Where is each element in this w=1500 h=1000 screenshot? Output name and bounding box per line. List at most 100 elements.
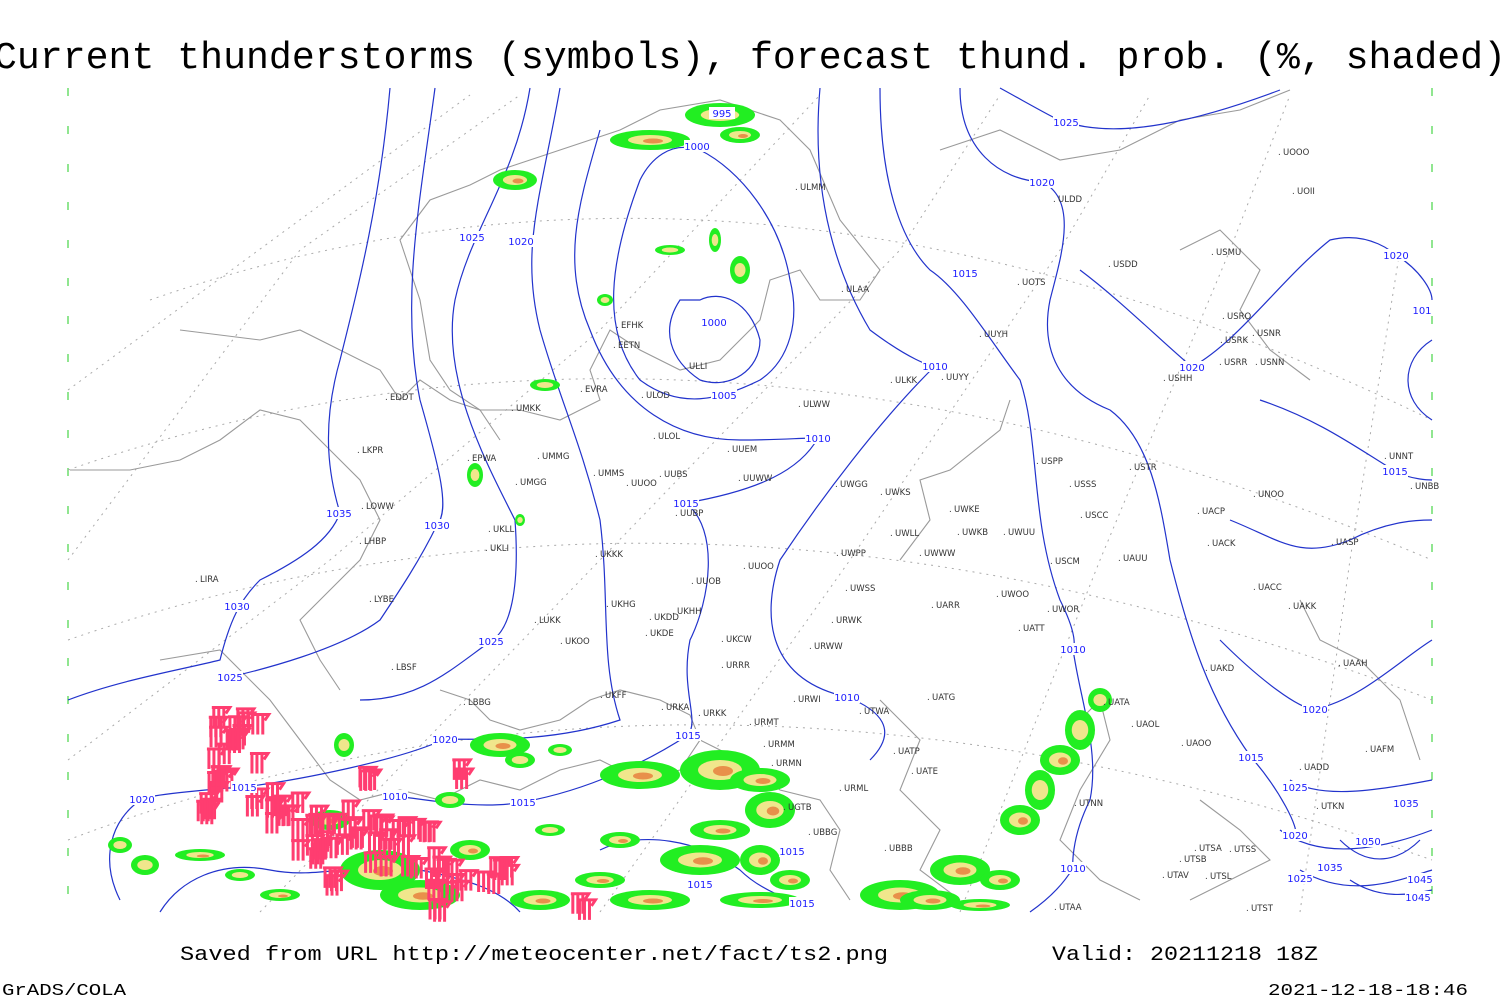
- station-dot: .: [595, 550, 598, 560]
- isobar-label-bg: [326, 507, 352, 519]
- station-label: ULWW: [803, 400, 831, 410]
- storm-symbol: [486, 872, 508, 895]
- isobar-label-bg: [1029, 176, 1055, 188]
- station-label: UADD: [1304, 763, 1330, 773]
- station-dot: .: [795, 183, 798, 193]
- station-label: ULOL: [658, 432, 680, 442]
- isobar-label-bg: [922, 360, 948, 372]
- station-dot: .: [391, 663, 394, 673]
- station-dot: .: [537, 452, 540, 462]
- isobar-label-bg: [1287, 872, 1313, 884]
- station-dot: .: [979, 330, 982, 340]
- isobar-label: 1015: [789, 899, 814, 910]
- station-label: UAOO: [1186, 739, 1212, 749]
- shade-orange: [633, 772, 653, 780]
- shade-orange: [753, 899, 773, 903]
- shade-orange: [373, 866, 393, 876]
- isobar-label-bg: [684, 140, 710, 152]
- station-label: USNR: [1257, 329, 1281, 339]
- isobar-label-bg: [709, 107, 735, 119]
- isobar-label: 1005: [711, 391, 736, 402]
- storm-symbol: [227, 715, 249, 737]
- isobar-label: 1025: [459, 233, 484, 244]
- storm-symbol: [432, 900, 454, 922]
- station-dot: .: [931, 601, 934, 611]
- isobar-label: 1000: [701, 318, 726, 329]
- isobar-label: 1020: [1302, 705, 1327, 716]
- shade-orange: [738, 134, 748, 138]
- thunderstorm-symbols: [196, 706, 599, 922]
- station-dot: .: [1047, 605, 1050, 615]
- storm-symbol: [391, 818, 413, 841]
- station-dot: .: [385, 393, 388, 403]
- station-label: UUYH: [984, 330, 1008, 340]
- isobar-label: 1015: [673, 499, 698, 510]
- station-label: ULOD: [646, 391, 670, 401]
- station-label: USHH: [1168, 374, 1192, 384]
- storm-symbol: [492, 858, 514, 880]
- station-dot: .: [661, 703, 664, 713]
- station-dot: .: [1253, 583, 1256, 593]
- station-dot: .: [721, 661, 724, 671]
- station-dot: .: [836, 549, 839, 559]
- station-label: UUOB: [696, 577, 721, 587]
- isobar-label: 1020: [508, 237, 533, 248]
- isobar-label: 1000: [684, 142, 709, 153]
- shade-orange: [596, 879, 610, 883]
- station-label: UTKN: [1321, 802, 1344, 812]
- station-dot: .: [1054, 903, 1057, 913]
- station-label: UATT: [1023, 624, 1045, 634]
- storm-symbol: [313, 838, 335, 860]
- station-dot: .: [1017, 278, 1020, 288]
- storm-symbol: [363, 851, 385, 873]
- station-label: UNOO: [1258, 490, 1284, 500]
- station-label: UWKE: [954, 505, 980, 515]
- isobar-label: 1035: [326, 509, 351, 520]
- storm-symbol: [374, 813, 396, 836]
- storm-symbol: [396, 834, 418, 856]
- station-dot: .: [783, 803, 786, 813]
- storm-symbol: [444, 858, 466, 881]
- shade-orange: [755, 778, 771, 784]
- isobar-label: 1035: [1317, 863, 1342, 874]
- storm-symbol: [202, 797, 224, 820]
- isobar-label-bg: [382, 790, 408, 802]
- station-label: UUEM: [732, 445, 757, 455]
- storm-symbol: [426, 878, 448, 901]
- shade-yellow: [137, 860, 153, 870]
- isobar-label-bg: [687, 878, 713, 890]
- station-label: URWK: [836, 616, 862, 626]
- isobar-label-bg: [673, 497, 699, 509]
- isobar-label-bg: [1383, 249, 1409, 261]
- station-label: UNNT: [1389, 452, 1414, 462]
- station-label: UASP: [1336, 538, 1359, 548]
- station-label: UWLL: [895, 529, 919, 539]
- station-label: UKHG: [611, 600, 636, 610]
- storm-symbol: [570, 892, 592, 914]
- station-label: USRR: [1224, 358, 1248, 368]
- station-dot: .: [1255, 358, 1258, 368]
- shade-orange: [998, 878, 1008, 884]
- isobar-label-bg: [508, 235, 534, 247]
- shade-yellow: [113, 841, 127, 849]
- station-label: LYBE: [374, 595, 394, 605]
- station-label: UATE: [916, 767, 938, 777]
- isobar-label: 1015: [1382, 467, 1407, 478]
- station-dot: .: [1220, 336, 1223, 346]
- station-label: UWGG: [840, 480, 868, 490]
- station-label: UAUU: [1123, 554, 1147, 564]
- shade-orange: [278, 894, 288, 898]
- shade-orange: [758, 857, 768, 865]
- station-dot: .: [463, 698, 466, 708]
- storm-symbol: [206, 747, 228, 769]
- storm-symbol: [265, 796, 287, 818]
- station-dot: .: [698, 709, 701, 719]
- isobar-label: 1045: [1405, 893, 1430, 904]
- station-dot: .: [1118, 554, 1121, 564]
- storm-symbol: [236, 711, 258, 733]
- station-dot: .: [749, 718, 752, 728]
- station-label: LUKK: [539, 616, 561, 626]
- station-dot: .: [1050, 557, 1053, 567]
- station-label: LIRA: [200, 575, 219, 585]
- isobar-label: 1045: [1407, 875, 1432, 886]
